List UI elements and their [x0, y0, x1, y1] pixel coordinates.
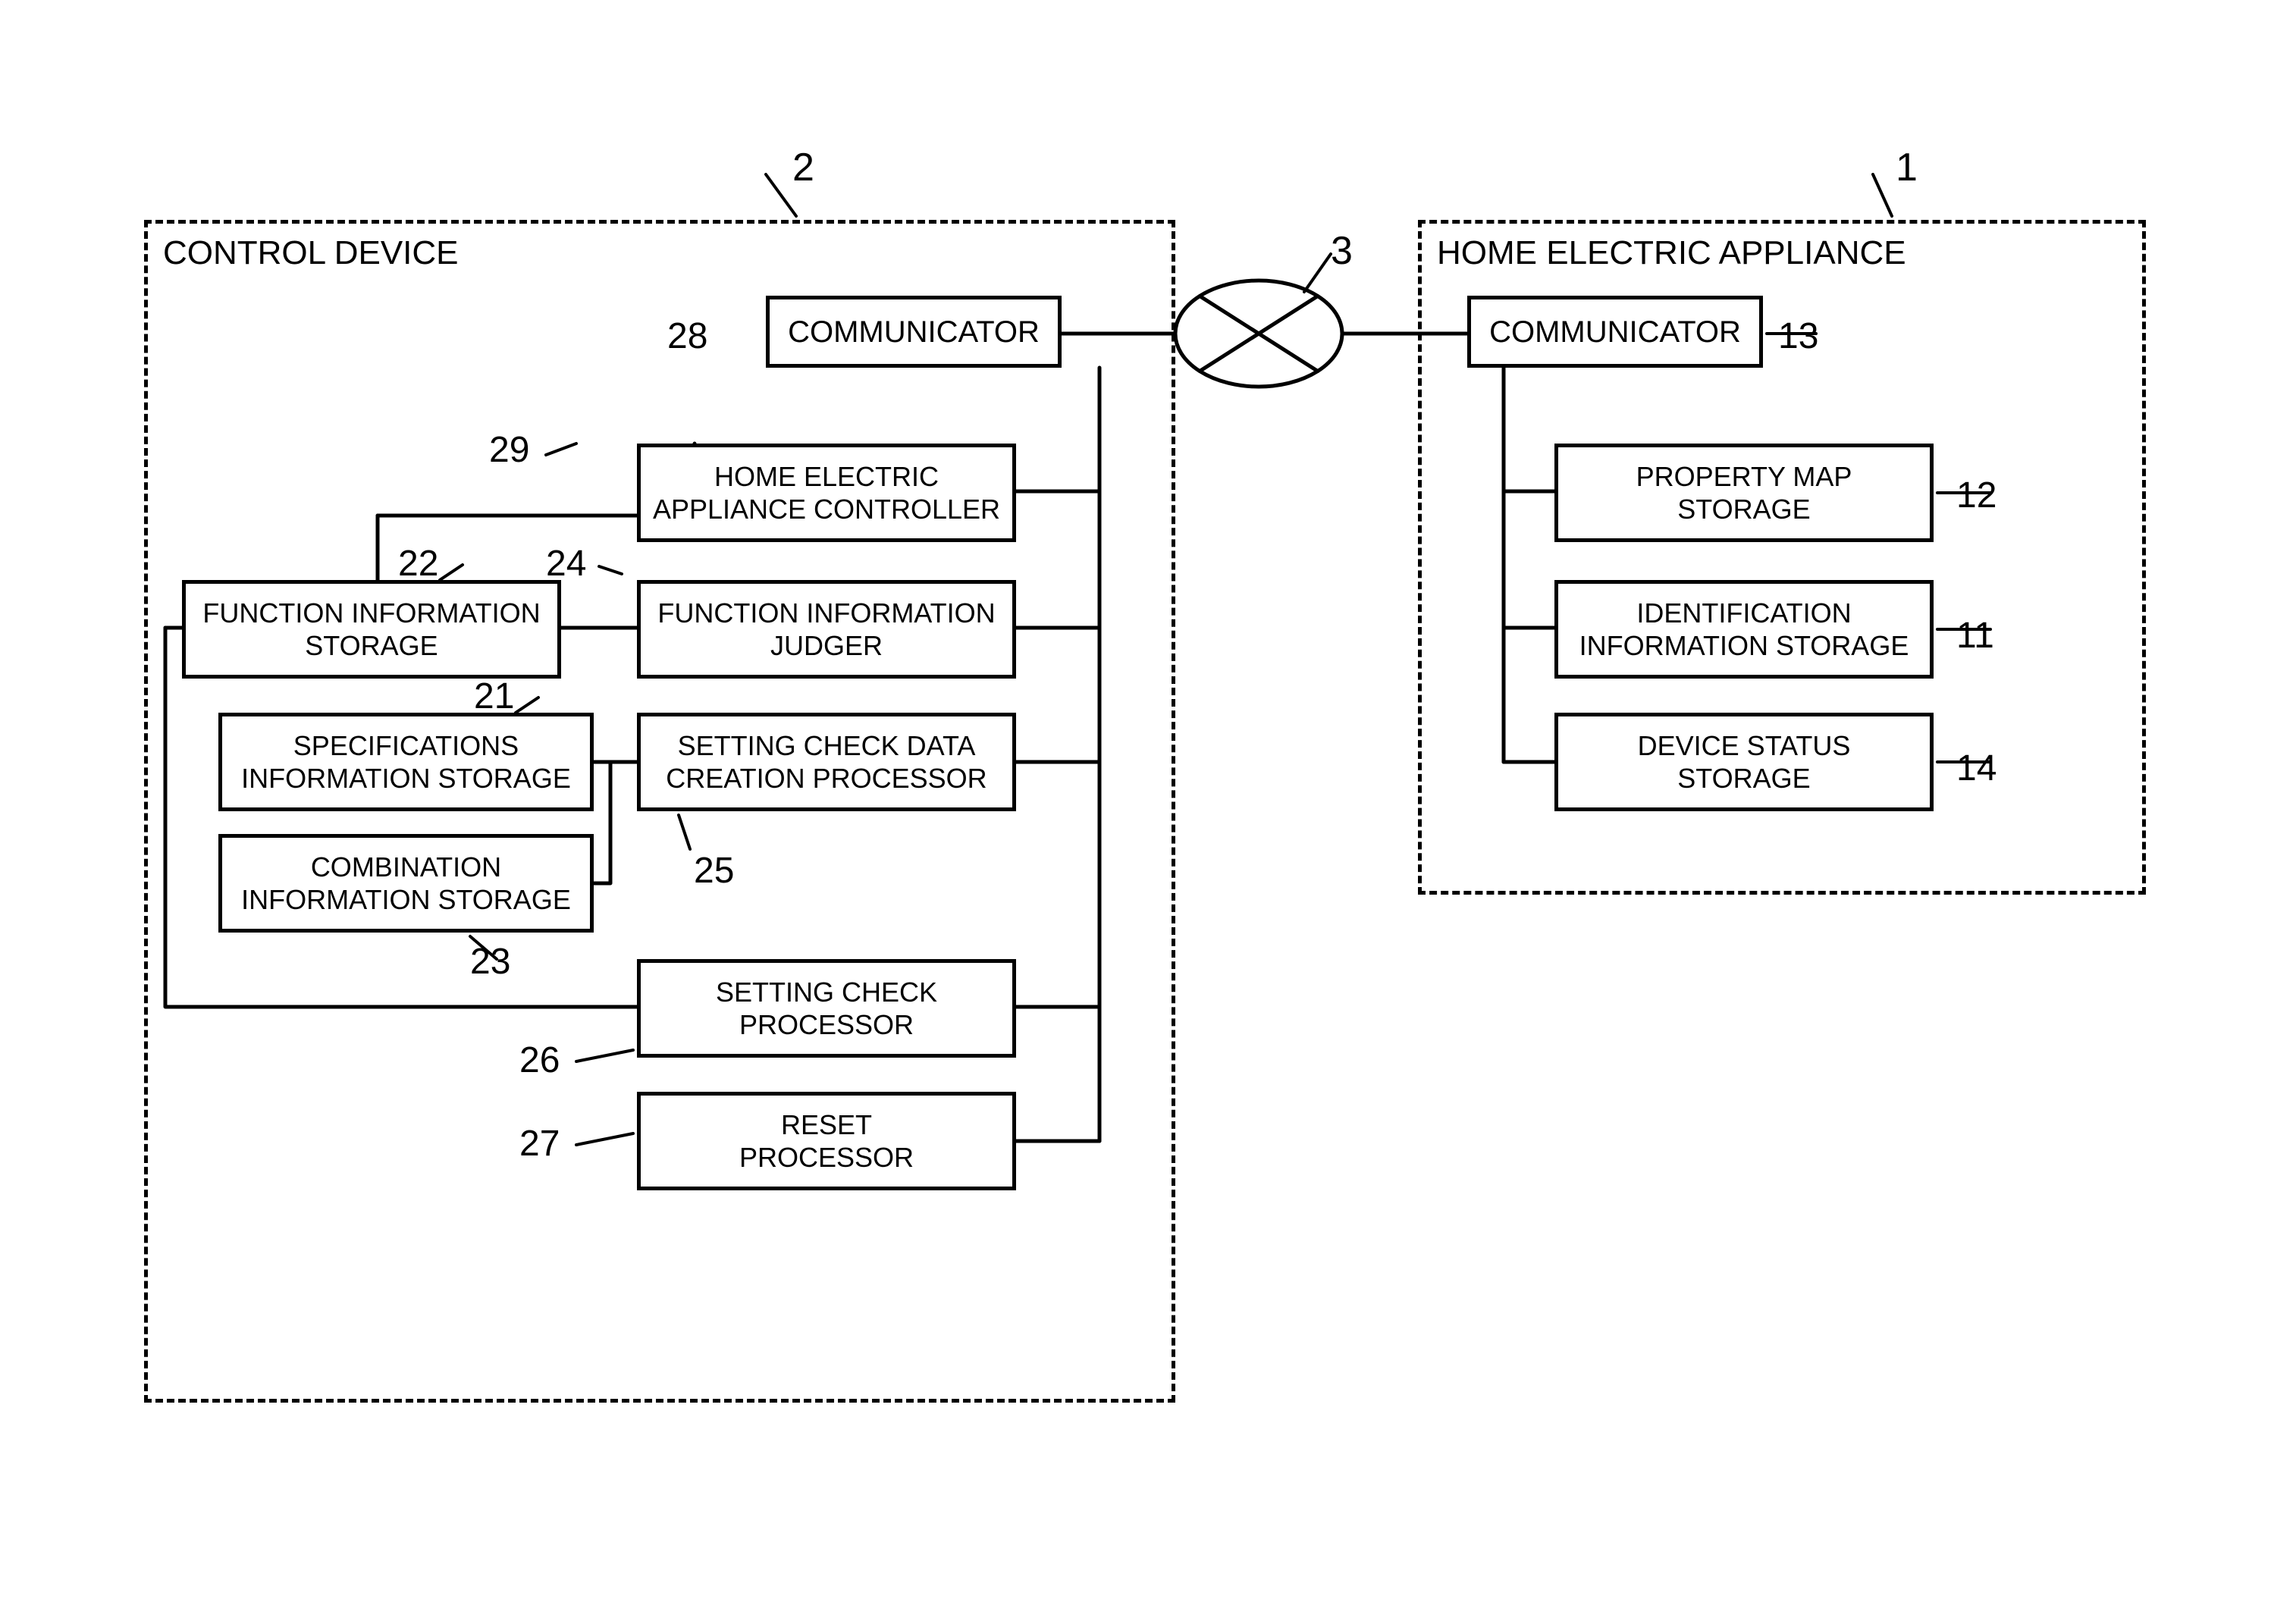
- block-b24: FUNCTION INFORMATIONJUDGER: [637, 580, 1016, 679]
- block-b26-label: SETTING CHECKPROCESSOR: [716, 976, 937, 1041]
- block-b28-ref: 28: [667, 318, 707, 355]
- block-b26: SETTING CHECKPROCESSOR: [637, 959, 1016, 1058]
- block-b22-label: FUNCTION INFORMATIONSTORAGE: [202, 597, 540, 662]
- block-b26-ref: 26: [519, 1042, 560, 1079]
- block-b11-label: IDENTIFICATIONINFORMATION STORAGE: [1579, 597, 1909, 662]
- block-b28: COMMUNICATOR: [766, 296, 1062, 368]
- block-b23-ref: 23: [470, 944, 510, 980]
- block-b14: DEVICE STATUSSTORAGE: [1554, 713, 1934, 811]
- block-b11: IDENTIFICATIONINFORMATION STORAGE: [1554, 580, 1934, 679]
- block-b12-ref: 12: [1956, 478, 1997, 514]
- dashed-container-control_device: [144, 220, 1175, 1403]
- block-b29-ref: 29: [489, 432, 529, 469]
- control_device-ref: 2: [792, 148, 814, 187]
- block-b25: SETTING CHECK DATACREATION PROCESSOR: [637, 713, 1016, 811]
- block-b14-ref: 14: [1956, 751, 1997, 787]
- block-b13: COMMUNICATOR: [1467, 296, 1763, 368]
- block-b13-label: COMMUNICATOR: [1489, 314, 1741, 350]
- block-b29-label: HOME ELECTRICAPPLIANCE CONTROLLER: [653, 460, 1000, 525]
- home_appliance-title: HOME ELECTRIC APPLIANCE: [1437, 237, 1906, 270]
- block-b12: PROPERTY MAPSTORAGE: [1554, 444, 1934, 542]
- block-b11-ref: 11: [1956, 618, 1994, 654]
- block-b23: COMBINATIONINFORMATION STORAGE: [218, 834, 594, 933]
- block-b21-label: SPECIFICATIONSINFORMATION STORAGE: [241, 729, 571, 795]
- block-b21: SPECIFICATIONSINFORMATION STORAGE: [218, 713, 594, 811]
- diagram-canvas: CONTROL DEVICE 2 HOME ELECTRIC APPLIANCE 1 C…: [0, 0, 2271, 1624]
- home_appliance-ref: 1: [1896, 148, 1918, 187]
- block-b24-ref: 24: [546, 546, 586, 582]
- block-b23-label: COMBINATIONINFORMATION STORAGE: [241, 851, 571, 916]
- block-b12-label: PROPERTY MAPSTORAGE: [1636, 460, 1852, 525]
- block-b27: RESETPROCESSOR: [637, 1092, 1016, 1190]
- block-b25-ref: 25: [694, 853, 734, 889]
- block-b14-label: DEVICE STATUSSTORAGE: [1638, 729, 1851, 795]
- block-b28-label: COMMUNICATOR: [788, 314, 1040, 350]
- block-b21-ref: 21: [474, 679, 514, 715]
- block-b29: HOME ELECTRICAPPLIANCE CONTROLLER: [637, 444, 1016, 542]
- block-b27-ref: 27: [519, 1126, 560, 1162]
- network-node-ref: 3: [1331, 231, 1353, 271]
- control_device-title: CONTROL DEVICE: [163, 237, 459, 270]
- block-b25-label: SETTING CHECK DATACREATION PROCESSOR: [666, 729, 987, 795]
- block-b13-ref: 13: [1778, 318, 1818, 355]
- block-b22-ref: 22: [398, 546, 438, 582]
- block-b24-label: FUNCTION INFORMATIONJUDGER: [657, 597, 995, 662]
- block-b22: FUNCTION INFORMATIONSTORAGE: [182, 580, 561, 679]
- block-b27-label: RESETPROCESSOR: [739, 1108, 914, 1174]
